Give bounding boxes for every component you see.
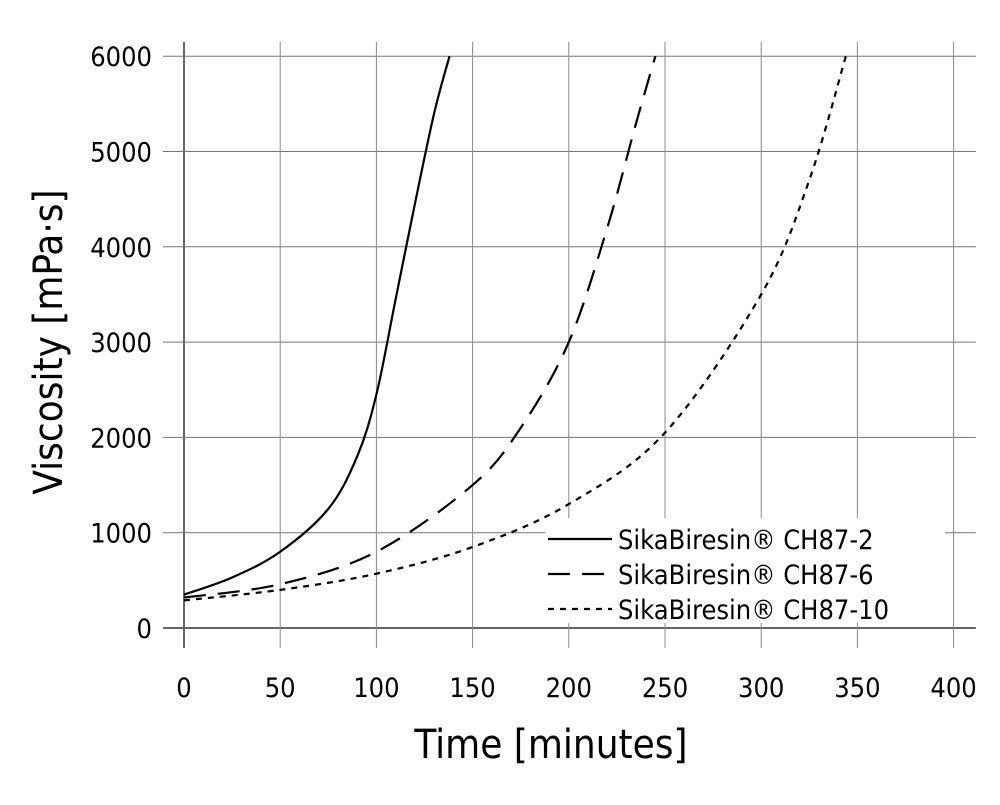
y-tick-label: 0	[137, 614, 152, 645]
x-tick-label: 50	[265, 673, 296, 704]
legend-background	[545, 518, 945, 623]
x-tick-label: 150	[449, 673, 495, 704]
x-tick-label: 400	[930, 673, 976, 704]
x-tick-label: 250	[642, 673, 688, 704]
y-tick-label: 3000	[90, 328, 152, 359]
tick-labels: 0 1000 2000 3000 4000 5000 6000 0 50 100 150 200 250…	[90, 42, 977, 704]
x-tick-label: 350	[834, 673, 880, 704]
x-tick-label: 100	[353, 673, 399, 704]
y-tick-label: 4000	[90, 233, 152, 264]
y-tick-label: 6000	[90, 42, 152, 73]
legend-label: SikaBiresin® CH87-10	[618, 595, 889, 626]
x-tick-label: 0	[176, 673, 191, 704]
curves	[183, 55, 847, 602]
x-axis-label: Time [minutes]	[413, 722, 687, 768]
series-line	[183, 55, 657, 599]
x-tick-label: 200	[546, 673, 592, 704]
series-line	[183, 55, 847, 602]
y-tick-label: 2000	[90, 423, 152, 454]
series-line	[183, 55, 451, 596]
legend: SikaBiresin® CH87-2 SikaBiresin® CH87-6 Si…	[545, 518, 945, 626]
y-tick-label: 1000	[90, 519, 152, 550]
legend-label: SikaBiresin® CH87-6	[618, 560, 874, 591]
x-tick-label: 300	[738, 673, 784, 704]
y-axis-label: Viscosity [mPa·s]	[26, 189, 72, 494]
legend-label: SikaBiresin® CH87-2	[618, 525, 874, 556]
y-tick-label: 5000	[90, 138, 152, 169]
